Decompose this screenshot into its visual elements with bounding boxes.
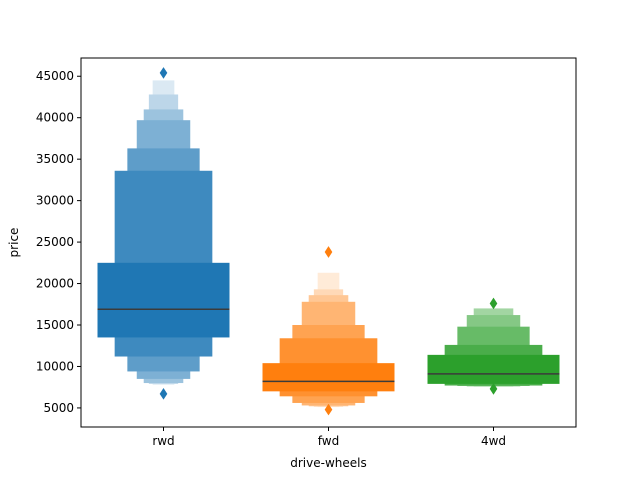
x-tick-label-4wd: 4wd — [481, 434, 506, 448]
y-tick-label: 25000 — [36, 235, 74, 249]
boxen-group-4wd — [427, 297, 560, 395]
x-tick-label-fwd: fwd — [318, 434, 339, 448]
boxen-group-fwd — [262, 246, 395, 416]
y-tick-label: 15000 — [36, 318, 74, 332]
chart-marks — [97, 67, 560, 416]
y-tick-label: 5000 — [43, 401, 74, 415]
x-tick-label-rwd: rwd — [152, 434, 174, 448]
y-tick-label: 40000 — [36, 111, 74, 125]
x-axis-label: drive-wheels — [290, 456, 366, 470]
outlier-point-fwd-1 — [324, 246, 333, 258]
boxen-box-fwd-level-1 — [262, 363, 395, 392]
y-axis-label: price — [7, 228, 21, 258]
y-tick-label: 30000 — [36, 194, 74, 208]
outlier-point-4wd-1 — [489, 297, 498, 310]
y-tick-label: 10000 — [36, 359, 74, 373]
y-tick-label: 45000 — [36, 69, 74, 83]
boxen-box-rwd-level-1 — [97, 262, 230, 338]
y-tick-label: 20000 — [36, 277, 74, 291]
x-axis: rwd fwd 4wd — [152, 427, 506, 448]
boxen-box-4wd-level-1 — [427, 354, 560, 384]
outlier-point-4wd-2 — [489, 383, 498, 395]
outlier-point-fwd-2 — [324, 403, 333, 416]
y-tick-label: 35000 — [36, 152, 74, 166]
outlier-point-rwd-1 — [159, 67, 168, 79]
y-axis: 5000 10000 15000 20000 25000 30000 35000 40000 4… — [36, 69, 81, 415]
outlier-point-rwd-2 — [159, 387, 168, 400]
boxen-group-rwd — [97, 67, 230, 400]
